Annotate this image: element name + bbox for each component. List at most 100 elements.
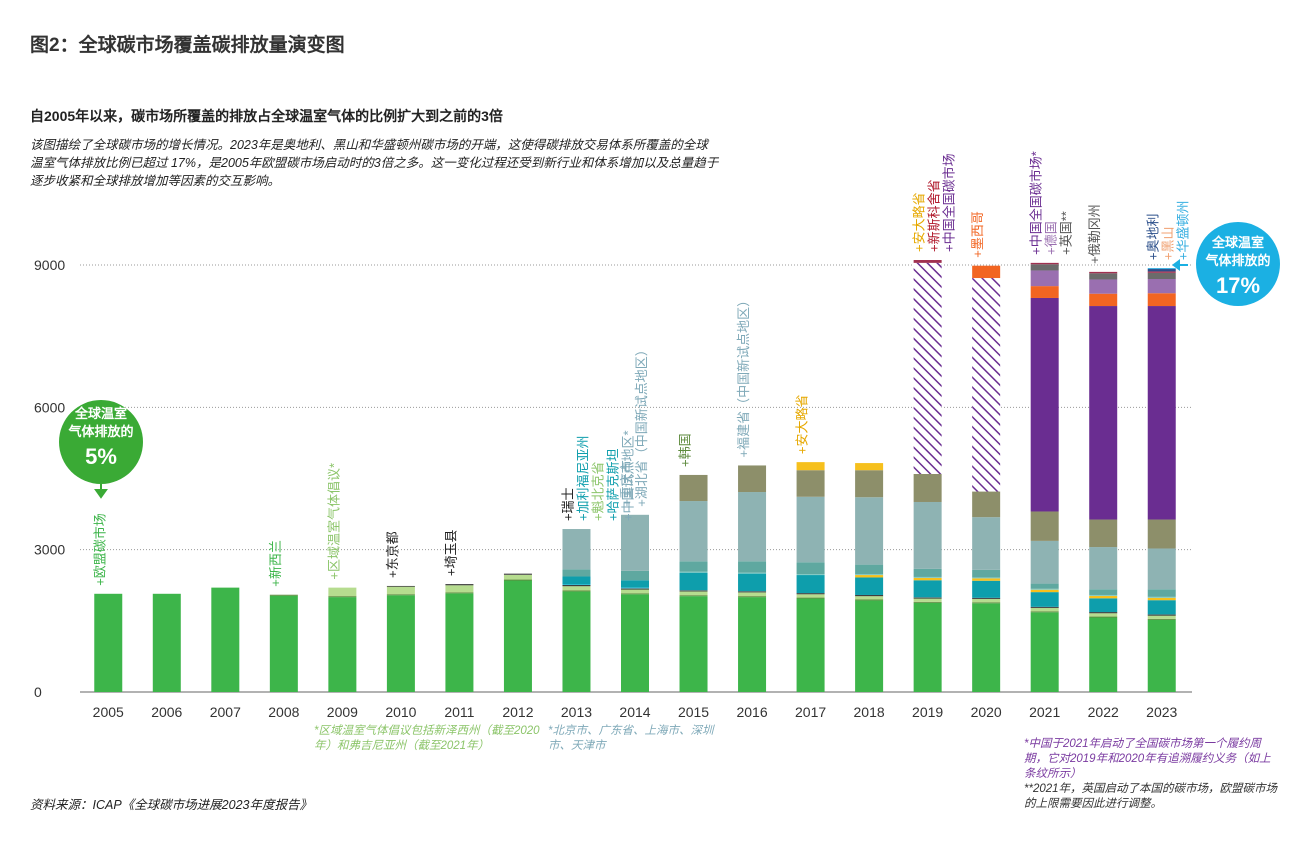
- bar-stack-2022: [1089, 271, 1118, 692]
- bar-segment-quebec: [1147, 596, 1176, 598]
- badge-right-line1: 全球温室: [1211, 235, 1264, 250]
- bar-segment-saitama: [621, 588, 649, 589]
- bar-segment-pilots2: [738, 492, 767, 562]
- bar-segment-eu: [796, 598, 825, 692]
- bar-segment-quebec: [855, 574, 884, 576]
- bar-segment-saitama: [796, 593, 825, 594]
- bar-segment-mexico: [1089, 293, 1118, 307]
- bar-segment-ontario: [855, 575, 884, 578]
- bar-segment-eu: [269, 595, 298, 692]
- bar-segment-nz: [503, 579, 532, 581]
- bar-segment-eu: [94, 593, 123, 692]
- x-tick-label: 2009: [327, 704, 358, 720]
- bar-segment-tokyo: [679, 590, 708, 592]
- bar-segment-tokyo: [386, 585, 415, 587]
- bar-segment-misc: [1147, 271, 1176, 273]
- bar-stack-2017: [796, 462, 825, 692]
- x-tick-label: 2017: [795, 704, 826, 720]
- x-tick-label: 2019: [912, 704, 943, 720]
- bar-segment-eu: [152, 593, 181, 692]
- annotation-label: +中国试点地区*: [620, 430, 635, 521]
- bar-segment-tokyo: [503, 574, 532, 575]
- bar-segment-rggi: [445, 585, 474, 593]
- annotation-label: +埼玉县: [443, 529, 458, 576]
- bar-segment-quebec: [1030, 588, 1059, 590]
- annotation-label: +新斯科舍省: [927, 179, 942, 252]
- bar-segment-tokyo: [1147, 614, 1176, 616]
- bar-stack-2023: [1147, 268, 1176, 692]
- annotation-label: +欧盟碳市场: [92, 513, 107, 586]
- badge-left-arrow: [94, 484, 108, 499]
- bar-segment-cal: [972, 580, 1001, 598]
- bar-segment-tokyo: [855, 595, 884, 597]
- bar-segment-ontario: [1030, 589, 1059, 593]
- y-tick-label: 0: [34, 684, 42, 700]
- bar-segment-cal: [1147, 600, 1176, 615]
- annotation-label: +韩国: [678, 433, 693, 467]
- chart-subtitle: 自2005年以来，碳市场所覆盖的排放占全球温室气体的比例扩大到之前的3倍: [30, 108, 503, 124]
- bar-segment-saitama: [972, 597, 1001, 599]
- bar-segment-cal: [1030, 592, 1059, 607]
- bar-segment-mexico: [972, 265, 1001, 279]
- bar-segment-uk: [1147, 272, 1176, 279]
- x-tick-label: 2015: [678, 704, 709, 720]
- bar-segment-cal: [562, 576, 591, 585]
- bar-segment-rggi: [328, 587, 357, 597]
- bar-segment-eu: [1030, 612, 1059, 692]
- bar-segment-nz: [855, 599, 884, 601]
- bar-stack-2008: [269, 594, 298, 692]
- bar-segment-korea: [1089, 519, 1118, 548]
- bar-segment-korea: [679, 474, 708, 502]
- bar-segment-pilots2: [796, 496, 825, 563]
- y-tick-label: 3000: [34, 542, 65, 558]
- y-tick-label: 6000: [34, 399, 65, 415]
- bar-segment-pilots2: [1030, 540, 1059, 584]
- annotation-label: +加利福尼亚州: [575, 435, 590, 521]
- bar-segment-saitama: [445, 584, 474, 585]
- bar-stack-2019: [913, 260, 942, 692]
- badge-left-line1: 全球温室: [74, 406, 127, 421]
- bar-stack-2005: [94, 593, 123, 692]
- bar-segment-rggi: [738, 592, 767, 597]
- bar-segment-quebec: [796, 574, 825, 576]
- bar-segment-rggi: [913, 598, 942, 602]
- footnote-uk: **2021年，英国启动了本国的碳市场，欧盟碳市场的上限需要因此进行调整。: [1024, 783, 1278, 810]
- bar-stack-2009: [328, 587, 357, 692]
- bar-segment-tokyo: [913, 597, 942, 599]
- bar-segment-rggi: [1089, 613, 1118, 617]
- badge-right-arrow: [1172, 259, 1188, 271]
- bar-segment-kaz: [621, 587, 649, 589]
- bar-segment-ontario: [1089, 595, 1118, 599]
- bar-segment-rggi: [796, 594, 825, 598]
- bar-segment-rggi: [679, 591, 708, 596]
- annotation-label: +哈萨克斯坦: [605, 448, 620, 521]
- bar-segment-pilots2: [621, 514, 649, 571]
- bar-segment-nz: [269, 594, 298, 596]
- x-tick-label: 2021: [1029, 704, 1060, 720]
- bar-segment-tokyo: [972, 598, 1001, 600]
- bar-segment-pilots: [796, 562, 825, 575]
- x-tick-label: 2018: [854, 704, 885, 720]
- bar-stack-2013: [562, 529, 591, 692]
- bar-segment-cal: [796, 575, 825, 594]
- x-tick-label: 2020: [971, 704, 1002, 720]
- bar-segment-uk: [1030, 264, 1059, 271]
- bar-stack-2010: [386, 585, 415, 692]
- badge-left: 全球温室 气体排放的 5%: [59, 400, 143, 499]
- bar-segment-saitama: [1089, 612, 1118, 613]
- bar-segment-saitama: [562, 585, 591, 586]
- badge-left-line2: 气体排放的: [68, 424, 133, 439]
- bar-segment-pilots2: [1147, 548, 1176, 590]
- bar-segment-eu: [328, 597, 357, 692]
- bar-segment-saitama: [679, 590, 708, 591]
- bar-segment-nz: [1030, 611, 1059, 613]
- bar-segment-korea: [972, 491, 1001, 518]
- bar-segment-austria: [1147, 269, 1176, 272]
- bar-segment-eu: [386, 595, 415, 692]
- bar-segment-rggi: [503, 574, 532, 580]
- bar-segment-eu: [1147, 619, 1176, 692]
- bar-segment-eu: [562, 591, 591, 692]
- bar-segment-pilots: [1089, 589, 1118, 595]
- bar-segment-quebec: [738, 572, 767, 574]
